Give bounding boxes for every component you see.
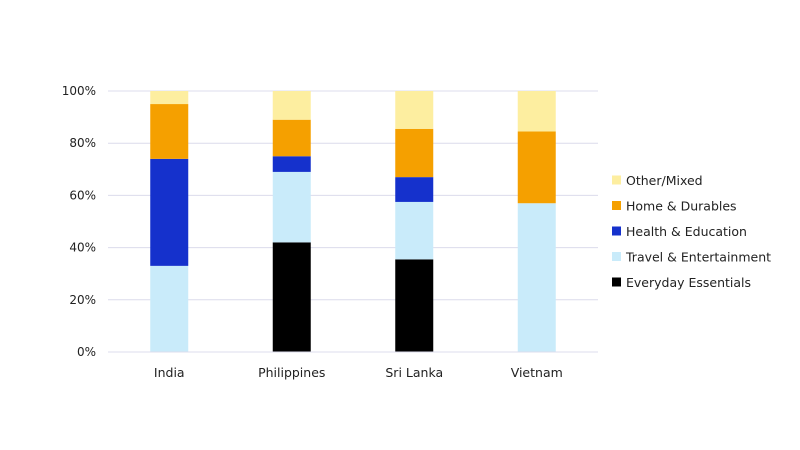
legend-item: Travel & Entertainment (612, 250, 771, 265)
bar-segment-sri-lanka-everyday-essentials (395, 259, 434, 352)
bar-segment-sri-lanka-health-education (395, 177, 434, 202)
y-tick-label: 80% (69, 136, 96, 150)
bar-segment-philippines-everyday-essentials (272, 242, 311, 352)
legend-item: Health & Education (612, 224, 747, 239)
bar-segment-india-health-education (150, 158, 189, 266)
legend-label: Everyday Essentials (626, 275, 751, 290)
y-tick-label: 100% (62, 84, 96, 98)
y-tick-label: 60% (69, 188, 96, 202)
bar-segment-india-other-mixed (150, 91, 189, 105)
axes: 0% 20% 40% 60% 80% 100% India Philippines Sri La… (62, 84, 598, 380)
y-tick-label: 0% (77, 345, 96, 359)
legend-item: Everyday Essentials (612, 275, 751, 290)
legend-label: Travel & Entertainment (625, 250, 771, 265)
bar-segment-philippines-home-durables (272, 119, 311, 157)
legend-item: Other/Mixed (612, 173, 703, 188)
bar-segment-vietnam-other-mixed (517, 91, 556, 132)
bars (150, 91, 556, 352)
legend-swatch (612, 175, 621, 185)
x-category-label: Philippines (258, 365, 325, 380)
bar-segment-sri-lanka-other-mixed (395, 91, 434, 129)
legend-item: Home & Durables (612, 199, 737, 214)
bar-segment-sri-lanka-home-durables (395, 128, 434, 178)
x-category-label: Vietnam (511, 365, 563, 380)
legend: Other/Mixed Home & Durables Health & Educa… (612, 173, 771, 290)
x-category-label: India (154, 365, 185, 380)
x-category-label: Sri Lanka (385, 365, 443, 380)
y-tick-label: 20% (69, 293, 96, 307)
legend-swatch (612, 226, 621, 236)
bar-segment-sri-lanka-travel-entertainment (395, 201, 434, 260)
bar-segment-vietnam-home-durables (517, 131, 556, 204)
legend-swatch (612, 252, 621, 261)
legend-swatch (612, 277, 621, 287)
bar-segment-philippines-travel-entertainment (272, 171, 311, 243)
bar-segment-india-travel-entertainment (150, 265, 189, 352)
bar-segment-philippines-other-mixed (272, 91, 311, 120)
bar-segment-vietnam-travel-entertainment (517, 203, 556, 352)
legend-label: Home & Durables (626, 199, 737, 214)
legend-label: Health & Education (626, 224, 747, 239)
bar-segment-india-home-durables (150, 104, 189, 159)
legend-label: Other/Mixed (626, 173, 703, 188)
bar-segment-philippines-health-education (272, 156, 311, 172)
y-tick-label: 40% (69, 241, 96, 255)
legend-swatch (612, 201, 621, 210)
